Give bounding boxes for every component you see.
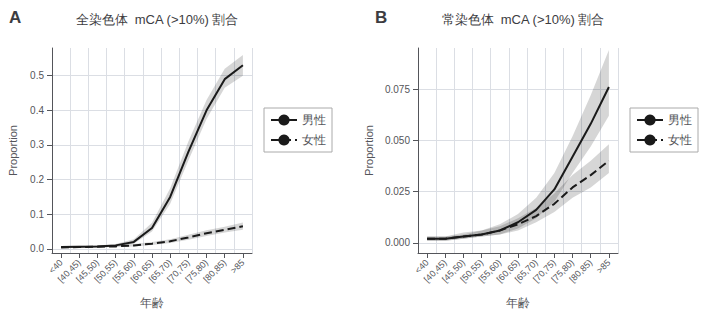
svg-text:<40: <40 bbox=[412, 257, 431, 276]
svg-text:<40: <40 bbox=[46, 257, 65, 276]
svg-text:全染色体 mCA (>10%) 割合: 全染色体 mCA (>10%) 割合 bbox=[76, 12, 239, 27]
svg-text:A: A bbox=[9, 8, 21, 27]
svg-text:0.1: 0.1 bbox=[30, 209, 44, 220]
svg-text:女性: 女性 bbox=[302, 133, 326, 147]
svg-text:0.5: 0.5 bbox=[30, 70, 44, 81]
svg-text:[40,45): [40,45) bbox=[55, 257, 83, 285]
svg-text:[70,75): [70,75) bbox=[531, 257, 558, 285]
svg-text:0.025: 0.025 bbox=[385, 186, 410, 197]
svg-text:>85: >85 bbox=[595, 257, 613, 275]
svg-text:[60,65): [60,65) bbox=[494, 257, 522, 285]
svg-text:[50,55): [50,55) bbox=[458, 257, 486, 285]
svg-text:年齢: 年齢 bbox=[140, 296, 164, 310]
svg-text:0.000: 0.000 bbox=[385, 237, 410, 248]
svg-text:0.2: 0.2 bbox=[30, 174, 44, 185]
svg-text:B: B bbox=[375, 8, 387, 27]
svg-text:[80,85): [80,85) bbox=[567, 257, 594, 284]
svg-text:[75,80): [75,80) bbox=[549, 257, 577, 285]
svg-text:[65,70): [65,70) bbox=[146, 257, 174, 285]
svg-text:[75,80): [75,80) bbox=[183, 257, 211, 285]
svg-text:[40,45): [40,45) bbox=[421, 257, 449, 285]
svg-text:男性: 男性 bbox=[302, 113, 326, 127]
svg-text:[55,60): [55,60) bbox=[476, 257, 504, 285]
svg-text:[60,65): [60,65) bbox=[128, 257, 156, 285]
svg-text:0.4: 0.4 bbox=[30, 105, 44, 116]
svg-text:[55,60): [55,60) bbox=[110, 257, 138, 285]
svg-text:[70,75): [70,75) bbox=[165, 257, 192, 285]
svg-text:Proportion: Proportion bbox=[7, 125, 19, 176]
svg-text:男性: 男性 bbox=[668, 113, 692, 127]
svg-text:年齢: 年齢 bbox=[506, 296, 530, 310]
svg-text:[80,85): [80,85) bbox=[201, 257, 228, 284]
svg-text:0.3: 0.3 bbox=[30, 139, 44, 150]
svg-text:[45,50): [45,50) bbox=[74, 257, 101, 285]
svg-text:0.050: 0.050 bbox=[385, 135, 410, 146]
svg-text:0.075: 0.075 bbox=[385, 84, 410, 95]
svg-text:[65,70): [65,70) bbox=[512, 257, 540, 285]
svg-text:0.0: 0.0 bbox=[30, 243, 44, 254]
svg-text:>85: >85 bbox=[229, 257, 247, 275]
svg-text:[50,55): [50,55) bbox=[92, 257, 120, 285]
svg-text:Proportion: Proportion bbox=[363, 125, 375, 176]
svg-text:常染色体 mCA (>10%) 割合: 常染色体 mCA (>10%) 割合 bbox=[442, 12, 605, 27]
svg-text:女性: 女性 bbox=[668, 133, 692, 147]
svg-text:[45,50): [45,50) bbox=[440, 257, 467, 285]
